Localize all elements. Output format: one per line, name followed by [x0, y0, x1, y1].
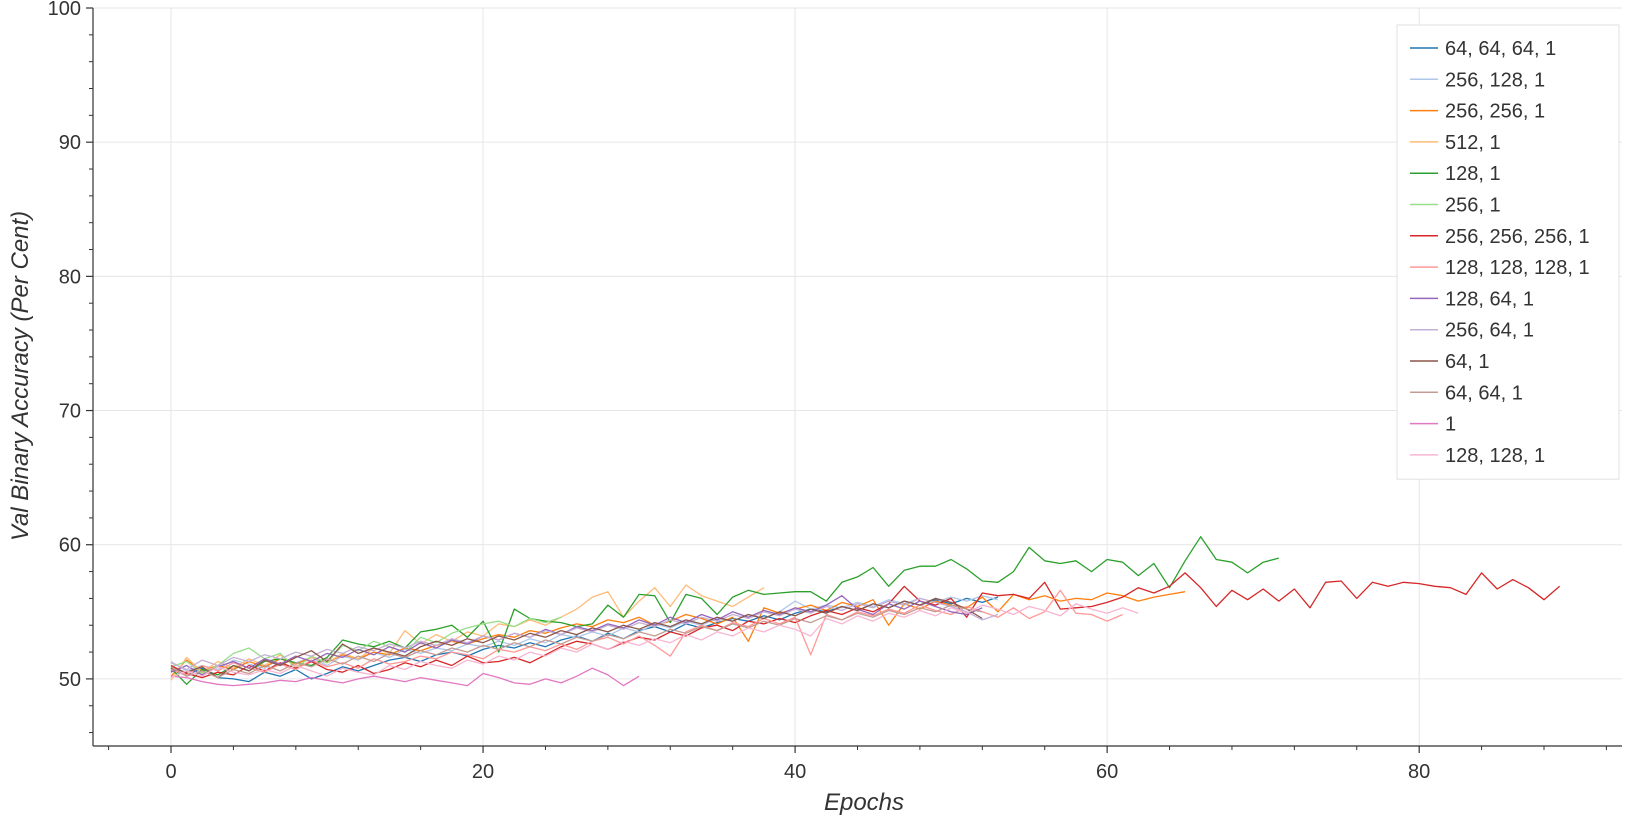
- series-line: [170, 597, 983, 679]
- series-line: [170, 595, 983, 676]
- series-line: [170, 667, 640, 687]
- x-tick-label: 20: [472, 761, 494, 783]
- y-tick-label: 70: [59, 401, 81, 423]
- legend-label: 256, 256, 256, 1: [1445, 226, 1590, 248]
- x-tick-label: 60: [1096, 761, 1118, 783]
- x-axis-title: Epochs: [824, 789, 904, 816]
- x-tick-label: 80: [1408, 761, 1430, 783]
- x-tick-label: 0: [165, 761, 176, 783]
- x-tick-label: 40: [784, 761, 806, 783]
- legend-label: 128, 1: [1445, 163, 1501, 185]
- legend-box: [1396, 24, 1620, 480]
- grid: [93, 7, 1622, 746]
- legend-label: 64, 64, 1: [1445, 382, 1523, 404]
- y-tick-label: 80: [59, 266, 81, 288]
- legend-label: 64, 1: [1445, 351, 1489, 373]
- legend-label: 128, 128, 128, 1: [1445, 257, 1590, 279]
- series-line: [170, 536, 1279, 685]
- series-line: [170, 597, 999, 671]
- legend-label: 1: [1445, 414, 1456, 436]
- legend-label: 512, 1: [1445, 132, 1501, 154]
- legend-label: 256, 128, 1: [1445, 69, 1545, 91]
- series-lines: [170, 536, 1561, 687]
- legend-label: 128, 64, 1: [1445, 288, 1534, 310]
- y-tick-label: 100: [48, 0, 81, 20]
- legend-label: 256, 256, 1: [1445, 101, 1545, 123]
- y-tick-label: 50: [59, 669, 81, 691]
- series-line: [170, 604, 983, 679]
- y-axis-title: Val Binary Accuracy (Per Cent): [7, 211, 34, 541]
- y-tick-label: 90: [59, 132, 81, 154]
- legend-label: 64, 64, 64, 1: [1445, 38, 1556, 60]
- legend-label: 256, 1: [1445, 195, 1501, 217]
- series-line: [170, 603, 1139, 679]
- axes: 0 20 40 60 80 50 60 70 80 90 100: [48, 0, 1622, 783]
- y-tick-label: 60: [59, 535, 81, 557]
- series-line: [170, 616, 562, 675]
- series-line: [170, 572, 1561, 679]
- legend-label: 256, 64, 1: [1445, 320, 1534, 342]
- legend: 64, 64, 64, 1 256, 128, 1 256, 256, 1 512, …: [1396, 24, 1620, 480]
- legend-label: 128, 128, 1: [1445, 445, 1545, 467]
